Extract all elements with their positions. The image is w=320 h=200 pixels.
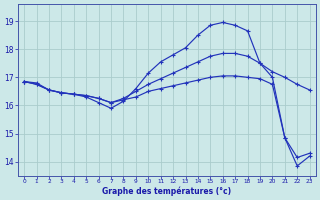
X-axis label: Graphe des températures (°c): Graphe des températures (°c) [102,186,231,196]
